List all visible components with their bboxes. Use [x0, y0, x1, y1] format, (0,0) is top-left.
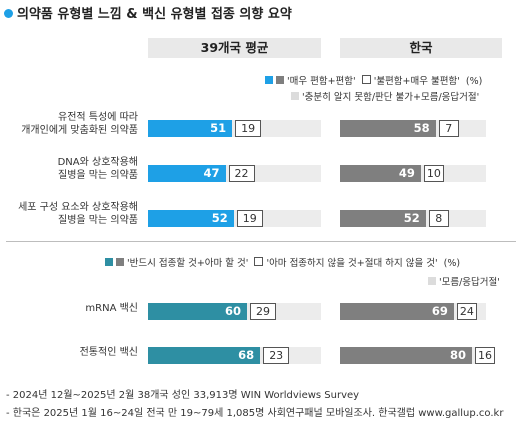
positive-bar-s0-r0-p0: 51	[148, 120, 233, 137]
positive-bar-s0-r1-p0: 47	[148, 165, 226, 182]
footnote-2: - 한국은 2025년 1월 16~24일 전국 만 19~79세 1,085명…	[6, 408, 504, 419]
positive-bar-s1-r0-p0: 60	[148, 303, 247, 320]
negative-value-s1-r1-p1: 16	[475, 347, 495, 364]
negative-value-s0-r1-p0: 22	[228, 165, 255, 182]
legend-gray-swatch	[276, 76, 284, 84]
legend-2: '반드시 접종할 것+아마 할 것' '아마 접종하지 않을 것+절대 하지 않…	[105, 255, 460, 269]
positive-bar-s0-r2-p0: 52	[148, 210, 234, 227]
legend-2-negative: '아마 접종하지 않을 것+절대 하지 않을 것'	[266, 258, 438, 269]
positive-bar-s0-r0-p1: 58	[340, 120, 436, 137]
legend-2-positive: '반드시 접종할 것+아마 할 것'	[127, 258, 249, 269]
row-label-1-line-2: 개개인에게 맞춤화된 의약품	[21, 125, 138, 136]
negative-value-s0-r0-p0: 19	[235, 120, 262, 137]
negative-value-s0-r2-p1: 8	[428, 210, 449, 227]
positive-bar-s0-r2-p1: 52	[340, 210, 426, 227]
row-label-traditional: 전통적인 백신	[79, 347, 138, 358]
column-header-global: 39개국 평균	[148, 38, 321, 58]
legend-1: '매우 편함+편함' '불편함+매우 불편함' (%)	[265, 73, 482, 87]
legend-2-other-text: '모름/응답거절'	[439, 277, 500, 288]
legend-2-other: '모름/응답거절'	[428, 274, 500, 288]
row-label-2-line-2: 질병을 막는 의약품	[58, 170, 138, 181]
negative-value-s1-r0-p0: 29	[250, 303, 276, 320]
legend-teal-swatch	[105, 258, 113, 266]
legend-blue-swatch	[265, 76, 273, 84]
legend-2-unit: (%)	[443, 258, 461, 269]
section-divider	[6, 241, 516, 242]
negative-value-s0-r2-p0: 19	[236, 210, 263, 227]
legend-1-other: '충분히 알지 못함/판단 불가+모름/응답거절'	[291, 89, 479, 103]
row-label-3-line-2: 질병을 막는 의약품	[58, 215, 138, 226]
row-label-2-line-1: DNA와 상호작용해	[57, 157, 138, 168]
negative-value-s1-r0-p1: 24	[456, 303, 477, 320]
legend-white-swatch	[361, 75, 371, 84]
negative-value-s0-r1-p1: 10	[423, 165, 444, 182]
title-bullet-icon	[4, 9, 13, 18]
legend-gray-swatch-2	[116, 258, 124, 266]
positive-bar-s1-r0-p1: 69	[340, 303, 454, 320]
column-header-korea: 한국	[340, 38, 502, 58]
positive-bar-s1-r1-p1: 80	[340, 347, 472, 364]
legend-1-other-text: '충분히 알지 못함/판단 불가+모름/응답거절'	[302, 92, 480, 103]
footnote-1: - 2024년 12월~2025년 2월 38개국 성인 33,913명 WIN…	[6, 390, 360, 401]
negative-value-s1-r1-p0: 23	[263, 347, 290, 364]
row-label-1-line-1: 유전적 특성에 따라	[58, 112, 138, 123]
row-label-3-line-1: 세포 구성 요소와 상호작용해	[18, 202, 138, 213]
legend-1-positive: '매우 편함+편함'	[287, 76, 356, 87]
legend-white-swatch-2	[254, 257, 264, 266]
legend-light-swatch-2	[428, 277, 436, 285]
chart-title-text: 의약품 유형별 느낌 & 백신 유형별 접종 의향 요약	[17, 7, 292, 22]
legend-1-unit: (%)	[465, 76, 483, 87]
legend-light-swatch	[291, 92, 299, 100]
negative-value-s0-r0-p1: 7	[438, 120, 459, 137]
chart-title: 의약품 유형별 느낌 & 백신 유형별 접종 의향 요약	[4, 3, 292, 22]
legend-1-negative: '불편함+매우 불편함'	[373, 76, 460, 87]
row-label-mrna: mRNA 백신	[85, 303, 138, 314]
positive-bar-s0-r1-p1: 49	[340, 165, 421, 182]
positive-bar-s1-r1-p0: 68	[148, 347, 261, 364]
